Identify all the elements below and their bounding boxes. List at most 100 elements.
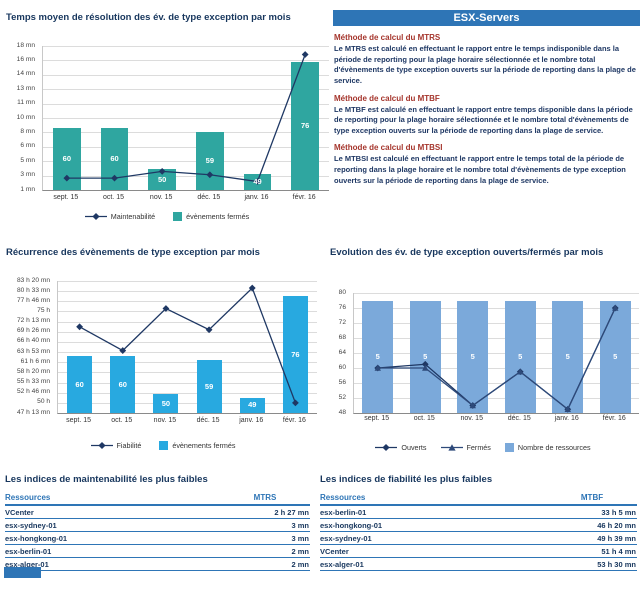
y-axis: 83 h 20 mn 80 h 33 mn 77 h 46 mn 75 h 72 h 1…: [4, 276, 54, 415]
bar-value-label: 5: [423, 351, 428, 361]
metric-value: 2 mn: [291, 546, 309, 556]
maintainability-table: Les indices de maintenabilité les plus f…: [5, 474, 310, 571]
table-row: esx-hongkong-01 46 h 20 mn: [320, 519, 637, 532]
x-axis-label: oct. 15: [413, 415, 435, 422]
x-axis: sept. 15 oct. 15 nov. 15 déc. 15 janv. 16 fév…: [353, 415, 638, 425]
line-series-layer: [63, 51, 309, 185]
bar: [409, 300, 441, 413]
legend: Fiabilité évènements fermés: [4, 441, 322, 450]
gridline: [58, 341, 317, 343]
table-body: esx-berlin-01 33 h 5 mn esx-hongkong-01 46 …: [320, 506, 637, 571]
bar-value-label: 60: [118, 379, 127, 389]
metric-value: 2 mn: [291, 559, 309, 569]
gridline: [43, 132, 329, 134]
resource-name: esx-berlin-01: [320, 507, 367, 517]
panel-section-mtbsi: Méthode de calcul du MTBSI Le MTBSI est …: [333, 143, 640, 186]
section-body: Le MTRS est calculé en effectuant le rap…: [334, 44, 636, 85]
y-tick-label: 72 h 13 mn: [17, 317, 50, 325]
chart-mean-resolution-time: Temps moyen de résolution des év. de typ…: [4, 8, 330, 236]
table-header: Ressources MTRS: [5, 491, 310, 506]
metric-value: 53 h 30 mn: [597, 559, 636, 569]
bar-value-label: 60: [110, 154, 119, 164]
data-point-marker: [292, 399, 299, 407]
bar-value-label: 49: [253, 176, 262, 186]
data-point-marker: [206, 171, 214, 179]
gridline: [58, 291, 317, 293]
bar: [504, 300, 536, 413]
gridline: [354, 398, 639, 399]
table-row: esx-berlin-01 33 h 5 mn: [320, 506, 637, 519]
legend-label: évènements fermés: [172, 441, 236, 450]
y-tick-label: 83 h 20 mn: [17, 276, 50, 284]
data-point-marker: [517, 368, 524, 375]
bar-value-label: 76: [300, 121, 310, 131]
section-body: Le MTBF est calculé en effectuant le rap…: [334, 104, 633, 135]
legend-label: Fiabilité: [116, 441, 142, 450]
table-row: esx-alger-01 53 h 30 mn: [320, 558, 637, 571]
section-body: Le MTBSI est calculé en effectuant le ra…: [334, 154, 626, 185]
bar-value-label: 59: [204, 381, 214, 391]
gridline: [58, 352, 317, 354]
y-tick-label: 75 h: [37, 306, 50, 314]
data-point-marker: [119, 347, 127, 354]
line-marker-swatch-icon: [440, 443, 463, 452]
bar: [110, 356, 136, 413]
gridline: [354, 353, 639, 354]
bar-value-label: 5: [518, 351, 523, 361]
plot-area: 60 60 50 59 49 76: [57, 281, 317, 414]
panel-section-mtbf: Méthode de calcul du MTBF Le MTBF est ca…: [333, 94, 640, 137]
legend-label: évènements fermés: [186, 212, 250, 221]
metric-value: 46 h 20 mn: [597, 520, 636, 530]
y-axis: 80 76 72 68 64 60 56 52 48: [329, 289, 350, 415]
data-point-marker: [76, 323, 83, 331]
resource-name: VCenter: [5, 507, 34, 517]
bar: [196, 360, 222, 413]
x-axis-label: sept. 15: [66, 417, 92, 424]
gridline: [58, 372, 317, 374]
x-axis-label: déc. 15: [507, 415, 531, 422]
line-marker-swatch-icon: [375, 443, 398, 452]
legend-item-evenements-fermes: évènements fermés: [173, 212, 249, 221]
data-point-marker: [63, 174, 71, 182]
gridline: [43, 175, 329, 177]
gridline: [58, 402, 317, 404]
x-axis-label: nov. 15: [153, 417, 177, 424]
metric-value: 51 h 4 mn: [601, 546, 636, 556]
gridline: [58, 362, 317, 364]
legend-item-nombre-ressources: Nombre de ressources: [504, 443, 591, 452]
y-tick-label: 6 mn: [20, 142, 35, 150]
x-axis-label: sept. 15: [53, 194, 79, 201]
gridline: [58, 301, 317, 303]
y-tick-label: 72: [338, 318, 346, 326]
gridline: [58, 321, 317, 323]
panel-section-mtrs: Méthode de calcul du MTRS Le MTRS est ca…: [333, 33, 640, 87]
gridline: [43, 89, 329, 91]
table-row: esx-alger-01 2 mn: [5, 558, 310, 571]
line-series-layer: [76, 284, 299, 407]
gridline: [43, 60, 329, 62]
table-row: esx-sydney-01 49 h 39 mn: [320, 532, 637, 545]
gridline: [58, 382, 317, 384]
bar: [457, 300, 489, 413]
bar: [282, 296, 308, 413]
y-tick-label: 13 mn: [16, 84, 35, 92]
x-axis-label: oct. 15: [102, 194, 124, 201]
gridline: [354, 338, 639, 339]
y-tick-label: 77 h 46 mn: [17, 296, 50, 304]
gridline: [354, 383, 639, 384]
legend: Maintenabilité évènements fermés: [4, 212, 330, 221]
bar-value-label: 60: [75, 379, 84, 389]
bar-value-label: 5: [470, 351, 475, 361]
legend-label: Nombre de ressources: [517, 443, 591, 452]
metric-value: 3 mn: [291, 533, 309, 543]
plot-area: 60 60 50 59 49 76: [42, 46, 329, 191]
x-axis-label: oct. 15: [111, 417, 133, 424]
x-axis-label: févr. 16: [602, 415, 626, 422]
metric-value: 2 h 27 mn: [274, 507, 309, 517]
chart-title: Evolution des év. de type exception ouve…: [330, 247, 604, 258]
y-axis: 18 mn 16 mn 14 mn 13 mn 11 mn 10 mn 8 mn 6 mn 5 …: [4, 42, 39, 192]
bar-swatch-icon: [159, 441, 169, 450]
data-point-marker: [162, 305, 170, 312]
x-axis-label: janv. 16: [554, 415, 579, 422]
y-tick-label: 61 h 6 mn: [20, 357, 50, 365]
